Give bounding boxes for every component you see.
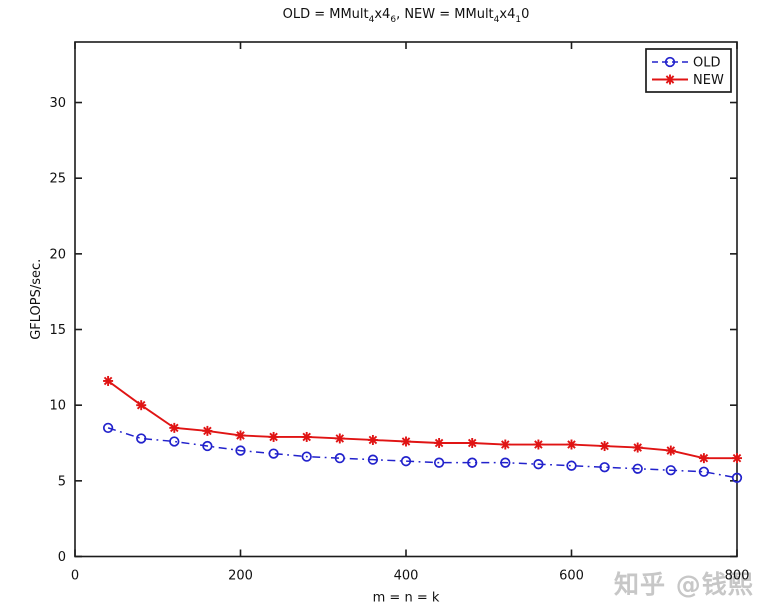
plot-frame	[74, 41, 738, 558]
series-line-OLD	[107, 427, 738, 479]
y-tick-label: 0	[58, 550, 66, 565]
marker-NEW	[566, 439, 577, 450]
x-tick-label: 200	[228, 569, 253, 584]
y-tick-label: 5	[58, 474, 66, 489]
watermark: 知乎 @钱熙	[614, 570, 754, 599]
marker-OLD	[698, 466, 710, 477]
marker-OLD	[367, 454, 379, 465]
marker-OLD	[301, 451, 312, 462]
title-text: 0	[521, 7, 530, 22]
marker-NEW	[103, 375, 114, 386]
marker-NEW	[235, 430, 246, 441]
y-axis-label: GFLOPS/sec.	[29, 259, 44, 340]
legend-label-NEW: NEW	[693, 73, 724, 88]
marker-NEW	[367, 434, 378, 445]
title-subscript: 6	[390, 15, 397, 25]
marker-NEW	[467, 438, 478, 449]
marker-OLD	[334, 452, 345, 464]
marker-NEW	[500, 439, 511, 450]
marker-OLD	[632, 463, 643, 474]
marker-NEW	[301, 431, 312, 442]
marker-NEW	[136, 400, 147, 411]
x-tick-label: 800	[725, 569, 750, 584]
x-tick-label: 400	[394, 569, 419, 584]
marker-legend-OLD	[664, 56, 676, 68]
marker-OLD	[169, 436, 180, 447]
marker-OLD	[533, 459, 544, 470]
marker-NEW	[434, 438, 445, 449]
marker-NEW	[732, 453, 742, 464]
marker-OLD	[731, 472, 743, 483]
marker-NEW	[169, 422, 180, 433]
marker-OLD	[400, 456, 412, 467]
marker-OLD	[235, 445, 246, 456]
marker-NEW	[334, 433, 345, 444]
marker-OLD	[102, 422, 114, 434]
title-text: OLD = MMult	[282, 7, 369, 22]
title-subscript: 1	[515, 15, 522, 25]
title-subscript: 4	[368, 15, 375, 25]
marker-OLD	[202, 440, 213, 452]
y-tick-label: 20	[49, 247, 66, 262]
title-text: , NEW = MMult	[396, 7, 494, 22]
marker-OLD	[566, 460, 577, 471]
marker-NEW	[632, 442, 643, 453]
marker-OLD	[467, 457, 478, 468]
y-tick-label: 15	[49, 323, 66, 338]
marker-OLD	[136, 433, 147, 444]
marker-NEW	[665, 445, 676, 456]
x-tick-label: 600	[559, 569, 584, 584]
series-line-NEW	[107, 380, 737, 460]
marker-NEW	[401, 436, 411, 447]
marker-NEW	[698, 453, 709, 464]
marker-legend-NEW	[665, 74, 675, 85]
marker-OLD	[599, 462, 610, 473]
marker-OLD	[500, 457, 511, 468]
marker-OLD	[433, 457, 445, 468]
legend-box	[645, 48, 732, 93]
title-subscript: 4	[493, 15, 500, 25]
title-text: x4	[374, 7, 391, 22]
y-tick-label: 10	[49, 399, 66, 414]
legend-label-OLD: OLD	[693, 56, 721, 71]
marker-NEW	[268, 431, 279, 442]
marker-NEW	[533, 439, 544, 450]
x-axis-label: m = n = k	[373, 591, 440, 606]
chart-title: OLD = MMult4x46, NEW = MMult4x410	[75, 7, 737, 25]
marker-NEW	[599, 441, 610, 452]
title-text: x4	[499, 7, 516, 22]
y-tick-label: 30	[49, 96, 66, 111]
marker-OLD	[665, 465, 676, 476]
y-tick-label: 25	[49, 172, 66, 187]
marker-NEW	[202, 425, 213, 436]
x-tick-label: 0	[71, 569, 79, 584]
marker-OLD	[268, 448, 279, 459]
